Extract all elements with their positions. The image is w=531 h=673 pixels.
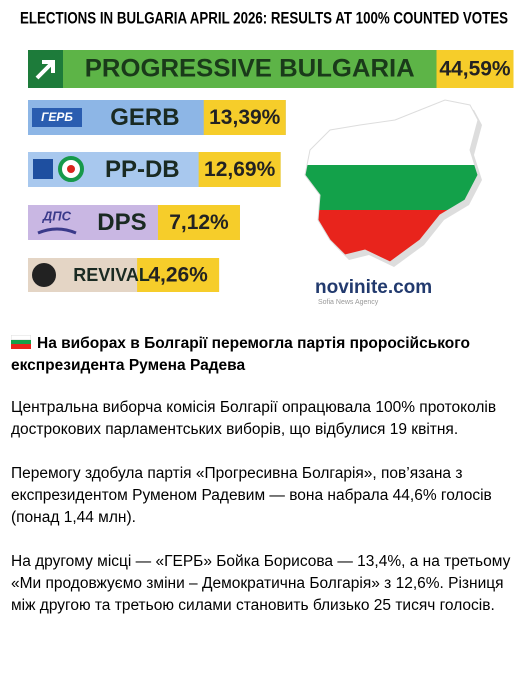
paragraph: На другому місці — «ГЕРБ» Бойка Борисова… bbox=[11, 553, 511, 614]
source-logo: novinite.com bbox=[315, 277, 432, 298]
category-label: REVIVAL bbox=[73, 265, 150, 285]
category-label: PROGRESSIVE BULGARIA bbox=[85, 55, 415, 83]
value-label: 7,12% bbox=[169, 211, 229, 234]
category-label: PP-DB bbox=[105, 156, 180, 183]
chart-title: ELECTIONS IN BULGARIA APRIL 2026: RESULT… bbox=[20, 8, 508, 27]
logo-arrow bbox=[35, 60, 55, 80]
logo-text: ГЕРБ bbox=[41, 110, 73, 124]
value-box bbox=[203, 100, 286, 135]
value-label: 44,59% bbox=[439, 58, 511, 81]
logo-text: ДПС bbox=[42, 208, 72, 223]
paragraph: Перемогу здобула партія «Прогресивна Бол… bbox=[11, 465, 492, 526]
paragraph: Центральна виборча комісія Болгарії опра… bbox=[11, 399, 497, 438]
bar bbox=[28, 50, 514, 88]
infographic: ELECTIONS IN BULGARIA APRIL 2026: RESULT… bbox=[20, 8, 514, 306]
post-heading: На виборах в Болгарії перемогла партія п… bbox=[10, 333, 521, 377]
party-logo bbox=[32, 108, 82, 127]
post: На виборах в Болгарії перемогла партія п… bbox=[0, 333, 531, 617]
source-subtitle: Sofia News Agency bbox=[318, 299, 379, 306]
party-logo bbox=[67, 165, 75, 173]
value-label: 4,26% bbox=[148, 264, 208, 287]
category-label: GERB bbox=[110, 104, 179, 131]
value-box bbox=[137, 258, 220, 292]
party-logo bbox=[33, 159, 53, 179]
logo-laurel bbox=[37, 227, 77, 235]
value-box bbox=[157, 205, 240, 240]
flag-icon bbox=[10, 334, 32, 349]
value-box bbox=[436, 50, 514, 88]
value-label: 12,69% bbox=[204, 158, 276, 181]
category-label: DPS bbox=[97, 209, 146, 236]
party-logo bbox=[32, 263, 56, 287]
heading-text: На виборах в Болгарії перемогла партія п… bbox=[11, 335, 470, 374]
value-label: 13,39% bbox=[209, 106, 281, 129]
value-box bbox=[198, 152, 281, 187]
map bbox=[304, 99, 482, 267]
